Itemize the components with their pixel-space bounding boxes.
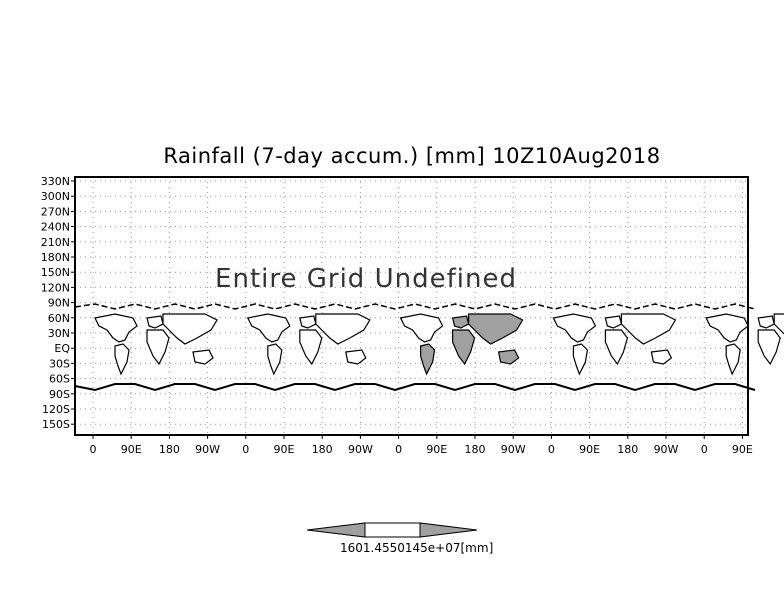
x-tick-label: 180 (159, 443, 180, 456)
colorbar-low-triangle (306, 522, 366, 538)
y-tick-label: 150N (41, 266, 70, 279)
x-tick-label: 90E (579, 443, 600, 456)
landmass-outline (94, 313, 138, 343)
x-tick-label: 180 (465, 443, 486, 456)
y-tick-label: EQ (54, 342, 70, 355)
landmass-outline (451, 315, 470, 329)
world-map-copy (246, 313, 371, 376)
y-tick-label: 180N (41, 251, 70, 264)
colorbar: 1601.4550145e+07[mm] (306, 522, 493, 555)
undefined-grid-message: Entire Grid Undefined (215, 264, 517, 294)
landmass-outline (345, 349, 367, 365)
y-tick-label: 150S (42, 418, 70, 431)
colorbar-segment (364, 522, 421, 538)
landmass-outline (192, 349, 214, 365)
colorbar-high-triangle (419, 522, 478, 538)
y-tick-label: 210N (41, 236, 70, 249)
x-tick-label: 90W (348, 443, 373, 456)
landmass-outline (399, 313, 444, 343)
map-title: Rainfall (7-day accum.) [mm] 10Z10Aug201… (163, 144, 661, 168)
x-tick-label: 90W (195, 443, 220, 456)
y-tick-label: 30N (48, 327, 70, 340)
landmass-outline (650, 349, 673, 365)
world-map-copy (705, 313, 784, 376)
x-tick-label: 0 (548, 443, 555, 456)
landmass-outline (497, 349, 520, 365)
x-tick-label: 90E (732, 443, 753, 456)
landmass-outline (452, 329, 476, 366)
landmass-outline (572, 343, 589, 376)
world-map-copy (399, 313, 524, 376)
x-tick-label: 0 (242, 443, 249, 456)
y-tick-label: 60S (49, 373, 70, 386)
world-map-copy (94, 313, 218, 376)
x-tick-label: 90W (654, 443, 679, 456)
landmass-outline (146, 315, 164, 329)
landmass-outline (705, 313, 749, 343)
landmass-outline (604, 329, 629, 366)
x-tick-label: 0 (90, 443, 97, 456)
landmass-outline (162, 313, 218, 345)
x-tick-label: 90W (501, 443, 526, 456)
y-tick-label: 240N (41, 221, 70, 234)
y-tick-label: 30S (49, 357, 70, 370)
landmass-outline (468, 313, 524, 345)
landmass-outline (552, 313, 597, 343)
y-tick-label: 90S (49, 388, 70, 401)
y-tick-label: 300N (41, 190, 70, 203)
arctic-coastline (74, 303, 756, 310)
landmass-outline (773, 313, 784, 335)
colorbar-label: 1601.4550145e+07[mm] (340, 541, 493, 555)
landmass-outline (267, 343, 283, 376)
x-tick-label: 90E (121, 443, 142, 456)
landmass-outline (146, 329, 170, 366)
y-tick-label: 330N (41, 175, 70, 188)
y-tick-label: 120S (42, 403, 70, 416)
landmass-outline (299, 329, 323, 366)
landmass-outline (604, 315, 623, 329)
x-tick-label: 90E (274, 443, 295, 456)
antarctic-coastline (74, 383, 756, 392)
grid-lines (75, 177, 748, 435)
y-tick-label: 90N (48, 297, 70, 310)
x-tick-label: 90E (426, 443, 447, 456)
x-axis-ticks: 0 90E 180 90W 0 90E 180 90W 0 90E 180 90W 0 90E 180 90W… (90, 435, 753, 456)
landmass-outline (620, 313, 677, 345)
landmass-outline (114, 343, 130, 376)
landmass-outline (299, 315, 317, 329)
x-tick-label: 0 (701, 443, 708, 456)
world-map-copy (552, 313, 677, 376)
landmass-outline (725, 343, 741, 376)
y-tick-label: 60N (48, 312, 70, 325)
map-frame (74, 176, 749, 436)
world-coastlines (74, 303, 784, 392)
landmass-outline (420, 343, 436, 376)
y-axis-ticks: 330N 300N 270N 240N 210N 180N 150N 120N 90N 60N 30… (41, 175, 75, 431)
x-tick-label: 0 (395, 443, 402, 456)
landmass-outline (757, 329, 781, 366)
x-tick-label: 180 (312, 443, 333, 456)
y-tick-label: 270N (41, 205, 70, 218)
landmass-outline (315, 313, 371, 345)
x-tick-label: 180 (617, 443, 638, 456)
landmass-outline (757, 315, 775, 329)
y-tick-label: 120N (41, 281, 70, 294)
landmass-outline (246, 313, 291, 343)
